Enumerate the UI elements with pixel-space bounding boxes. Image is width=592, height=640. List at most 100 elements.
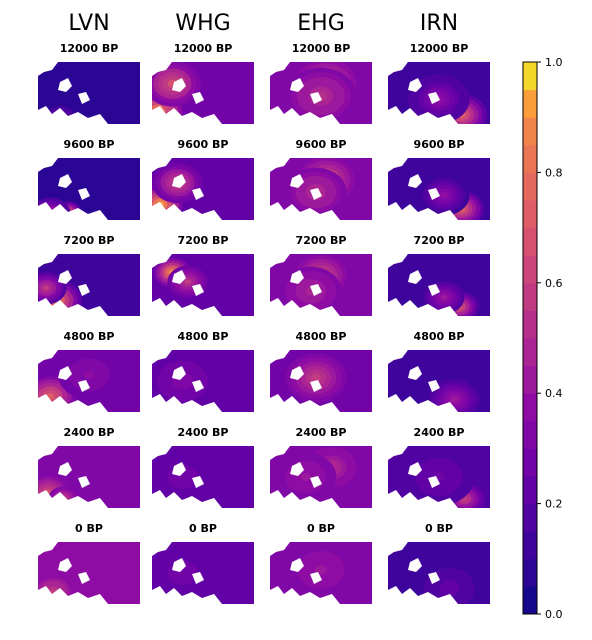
panel-whg-3: 4800 BP: [152, 330, 254, 412]
sea-mask: [38, 62, 108, 124]
sea-mask: [152, 542, 222, 604]
colorbar-segment: [523, 476, 537, 505]
time-label: 7200 BP: [296, 234, 347, 247]
panel-ehg-3: 4800 BP: [270, 330, 372, 412]
colorbar-tick-label: 0.4: [545, 387, 563, 400]
sea-mask: [38, 158, 108, 220]
time-label: 9600 BP: [64, 138, 115, 151]
panel-whg-2: 7200 BP: [152, 234, 254, 316]
panel-irn-5: 0 BP: [388, 522, 490, 604]
sea-mask: [270, 254, 340, 316]
colorbar-segment: [523, 282, 537, 311]
time-label: 9600 BP: [178, 138, 229, 151]
sea-mask: [388, 542, 458, 604]
colorbar-segment: [523, 586, 537, 615]
time-label: 2400 BP: [64, 426, 115, 439]
sea-mask: [388, 254, 458, 316]
colorbar-tick-label: 1.0: [545, 56, 563, 69]
panel-lvn-1: 9600 BP: [38, 138, 140, 220]
time-label: 12000 BP: [174, 42, 233, 55]
colorbar: 0.0 0.2 0.4 0.6 0.8 1.0: [522, 56, 563, 621]
heat-contour: [444, 584, 455, 593]
time-label: 2400 BP: [178, 426, 229, 439]
panel-irn-4: 2400 BP: [388, 426, 490, 508]
panel-lvn-2: 7200 BP: [38, 234, 140, 316]
colorbar-segment: [523, 393, 537, 422]
colorbar-tick-label: 0.6: [545, 277, 563, 290]
heat-contour: [439, 191, 449, 199]
colorbar-segment: [523, 62, 537, 91]
colorbar-segment: [523, 531, 537, 560]
colorbar-segment: [523, 558, 537, 587]
heat-contour: [310, 373, 321, 382]
colorbar-segment: [523, 503, 537, 532]
heat-contour: [184, 279, 192, 285]
sea-mask: [152, 254, 222, 316]
colorbar-segment: [523, 448, 537, 477]
time-label: 9600 BP: [414, 138, 465, 151]
sea-mask: [388, 158, 458, 220]
colorbar-segment: [523, 89, 537, 118]
column-title-irn: IRN: [420, 11, 458, 36]
panel-whg-5: 0 BP: [152, 522, 254, 604]
panel-ehg-4: 2400 BP: [270, 426, 372, 508]
panel-irn-0: 12000 BP: [388, 42, 490, 124]
panel-whg-0: 12000 BP: [152, 42, 254, 124]
panel-lvn-3: 4800 BP: [38, 330, 140, 412]
time-label: 12000 BP: [60, 42, 119, 55]
time-label: 9600 BP: [296, 138, 347, 151]
colorbar-frame: [522, 61, 538, 615]
sea-mask: [38, 350, 108, 412]
time-label: 7200 BP: [414, 234, 465, 247]
sea-mask: [270, 542, 340, 604]
colorbar-tick-label: 0.2: [545, 498, 563, 511]
heat-contour: [450, 396, 459, 403]
sea-mask: [152, 350, 222, 412]
panel-lvn-5: 0 BP: [38, 522, 140, 604]
colorbar-segment: [523, 117, 537, 146]
panel-whg-1: 9600 BP: [152, 138, 254, 220]
colorbar-segment: [523, 365, 537, 394]
sea-mask: [38, 446, 108, 508]
colorbar-segment: [523, 227, 537, 256]
time-label: 0 BP: [307, 522, 335, 535]
sea-mask: [388, 62, 458, 124]
colorbar-segment: [523, 200, 537, 229]
panel-whg-4: 2400 BP: [152, 426, 254, 508]
panel-ehg-1: 9600 BP: [270, 138, 372, 220]
time-label: 0 BP: [425, 522, 453, 535]
panel-ehg-0: 12000 BP: [270, 42, 372, 124]
time-label: 2400 BP: [296, 426, 347, 439]
time-label: 4800 BP: [178, 330, 229, 343]
panel-irn-1: 9600 BP: [388, 138, 490, 220]
colorbar-segment: [523, 255, 537, 284]
colorbar-segment: [523, 338, 537, 367]
colorbar-segment: [523, 420, 537, 449]
heat-contour: [300, 472, 311, 482]
sea-mask: [152, 62, 222, 124]
heat-contour: [83, 370, 95, 379]
sea-mask: [152, 158, 222, 220]
sea-mask: [270, 62, 340, 124]
sea-mask: [388, 350, 458, 412]
sea-mask: [38, 542, 108, 604]
time-label: 7200 BP: [64, 234, 115, 247]
colorbar-tick-label: 0.0: [545, 608, 563, 621]
colorbar-segment: [523, 310, 537, 339]
sea-mask: [270, 446, 340, 508]
heat-contour: [42, 285, 50, 291]
time-label: 4800 BP: [296, 330, 347, 343]
time-label: 0 BP: [189, 522, 217, 535]
panel-lvn-4: 2400 BP: [38, 426, 140, 508]
column-title-lvn: LVN: [68, 11, 109, 36]
colorbar-tick-label: 0.8: [545, 166, 563, 179]
panel-ehg-5: 0 BP: [270, 522, 372, 604]
sea-mask: [388, 446, 458, 508]
sea-mask: [38, 254, 108, 316]
column-title-ehg: EHG: [297, 11, 345, 36]
time-label: 7200 BP: [178, 234, 229, 247]
time-label: 0 BP: [75, 522, 103, 535]
time-label: 4800 BP: [414, 330, 465, 343]
